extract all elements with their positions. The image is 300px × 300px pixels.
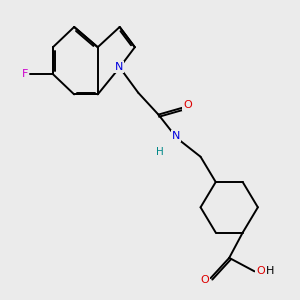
Text: N: N (172, 131, 181, 141)
Text: H: H (266, 266, 275, 276)
Text: O: O (183, 100, 192, 110)
Text: O: O (201, 275, 209, 285)
Text: F: F (22, 69, 28, 79)
Text: N: N (115, 62, 123, 72)
Text: O: O (256, 266, 265, 276)
Text: H: H (156, 147, 164, 157)
